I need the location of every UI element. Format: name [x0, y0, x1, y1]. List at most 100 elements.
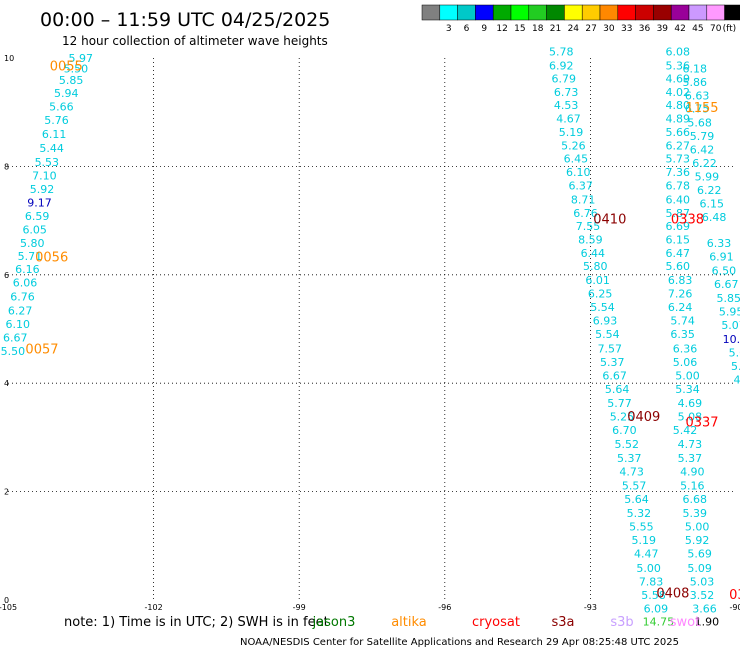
- color-bin-swatch: [599, 4, 619, 21]
- color-bin-swatch: [670, 4, 690, 21]
- wave-height-label: 5.54: [595, 328, 620, 341]
- color-scale-legend: 3 6 9 12 15 18 21 24 27 30 33 36 39 42 45 70 (ft): [421, 4, 740, 34]
- color-bin-swatch: [564, 4, 583, 21]
- wave-height-label: 14.75: [643, 615, 675, 628]
- wave-height-label: 5.36: [666, 59, 691, 72]
- wave-height-label: 5.80: [20, 237, 45, 250]
- wave-height-label: 4.47: [634, 548, 659, 561]
- color-bin-label: 39: [657, 24, 669, 34]
- wave-height-label: 6.91: [709, 251, 734, 264]
- color-bin-swatch: [581, 4, 601, 21]
- satellite-name-swot: swot: [670, 615, 700, 630]
- wave-height-label: 5.73: [666, 153, 691, 166]
- color-bin-label: 3: [446, 24, 452, 34]
- wave-height-label: 5.37: [617, 452, 642, 465]
- wave-height-label: 5.00: [636, 562, 661, 575]
- wave-height-label: 5.00: [685, 521, 710, 534]
- wave-height-label: 4.73: [619, 465, 644, 478]
- y-tick-label: 2: [4, 488, 9, 497]
- time-label: 0057: [25, 342, 58, 357]
- y-tick-label: 6: [4, 271, 9, 280]
- time-label: 0337: [685, 416, 718, 431]
- wave-height-label: 5.76: [44, 114, 69, 127]
- wave-height-label: 5.39: [682, 507, 707, 520]
- chart-title: 00:00 – 11:59 UTC 04/25/2025: [40, 9, 330, 31]
- wave-height-label: 7.57: [598, 342, 623, 355]
- wave-height-label: 5.77: [607, 397, 632, 410]
- wave-height-label: 6.24: [668, 301, 693, 314]
- y-tick-label: 10: [4, 54, 14, 63]
- wave-height-label: 5.64: [605, 383, 630, 396]
- wave-height-label: 5.52: [615, 438, 640, 451]
- wave-height-label: 6.16: [15, 263, 40, 276]
- wave-height-label: 10.46: [723, 333, 740, 346]
- color-bin-swatch: [492, 4, 512, 21]
- wave-height-label: 6.76: [573, 207, 598, 220]
- time-label: 0056: [35, 250, 68, 265]
- wave-height-label: 9.17: [27, 197, 52, 210]
- color-bin-label: 21: [550, 24, 561, 34]
- wave-height-label: 6.42: [690, 143, 715, 156]
- color-bin-swatch: [421, 4, 441, 21]
- wave-height-label: 4.69: [678, 397, 703, 410]
- wave-height-label: 5.50: [64, 63, 89, 76]
- wave-height-label: 6.67: [3, 331, 28, 344]
- satellite-name-jason3: jason3: [312, 615, 356, 630]
- wave-height-label: 6.05: [22, 224, 47, 237]
- y-tick-label: 8: [4, 162, 9, 171]
- wave-height-label: 6.08: [666, 45, 691, 58]
- wave-height-label: 5.42: [673, 424, 698, 437]
- wave-height-label: 5.37: [678, 452, 703, 465]
- wave-height-label: 5.08: [678, 411, 703, 424]
- wave-height-label: 6.27: [666, 140, 691, 153]
- wave-height-label: 5.95: [719, 305, 740, 318]
- color-bin-swatch: [688, 4, 708, 21]
- color-bin-label: 36: [639, 24, 651, 34]
- wave-height-label: 5.07: [721, 319, 740, 332]
- wave-height-label: 5.06: [673, 356, 698, 369]
- color-bin-swatch: [635, 4, 654, 21]
- wave-height-label: 6.27: [8, 304, 33, 317]
- color-bin-swatch: [510, 4, 530, 21]
- wave-height-label: 5.66: [666, 126, 691, 139]
- color-bin-label: 70: [710, 24, 722, 34]
- wave-height-label: 6.73: [554, 86, 579, 99]
- color-bin-label: 30: [603, 24, 615, 34]
- wave-height-label: 5.03: [690, 575, 715, 588]
- wave-height-label: 5.57: [622, 479, 647, 492]
- wave-height-label: 6.44: [581, 247, 606, 260]
- time-label: 0337: [729, 588, 740, 603]
- wave-height-label: 7.55: [576, 220, 601, 233]
- wave-height-label: 5.00: [675, 369, 700, 382]
- wave-height-label: 6.09: [644, 602, 669, 615]
- wave-height-label: 1.90: [695, 615, 720, 628]
- wave-height-label: 6.11: [42, 128, 67, 141]
- wave-height-label: 5.80: [583, 260, 608, 273]
- wave-height-label: 6.59: [25, 210, 50, 223]
- wave-height-label: 6.22: [692, 157, 717, 170]
- wave-height-label: 5.60: [666, 260, 691, 273]
- wave-height-label: 6.37: [568, 180, 593, 193]
- color-bin-label: 18: [532, 24, 544, 34]
- wave-height-label: 5.32: [627, 507, 652, 520]
- wave-height-label: 4.90: [680, 465, 705, 478]
- wave-height-label: 5.53: [35, 156, 60, 169]
- wave-height-label: 5.16: [680, 479, 705, 492]
- satellite-name-s3a: s3a: [551, 615, 574, 630]
- wave-height-label: 3.52: [690, 589, 715, 602]
- wave-height-label: 6.35: [670, 328, 695, 341]
- satellite-name-s3b: s3b: [610, 615, 633, 630]
- time-label: 0055: [50, 59, 83, 74]
- wave-height-label: 6.47: [666, 247, 691, 260]
- wave-height-label: 5.44: [39, 142, 64, 155]
- wave-height-label: 5.78: [549, 45, 574, 58]
- wave-height-label: 6.67: [714, 278, 739, 291]
- time-label: 1155: [685, 101, 718, 116]
- wave-height-label: 6.75: [685, 103, 710, 116]
- wave-height-label: 5.86: [682, 76, 707, 89]
- grid-lines: [8, 58, 736, 600]
- wave-height-label: 5.71: [18, 250, 43, 263]
- x-tick-label: -96: [438, 603, 451, 612]
